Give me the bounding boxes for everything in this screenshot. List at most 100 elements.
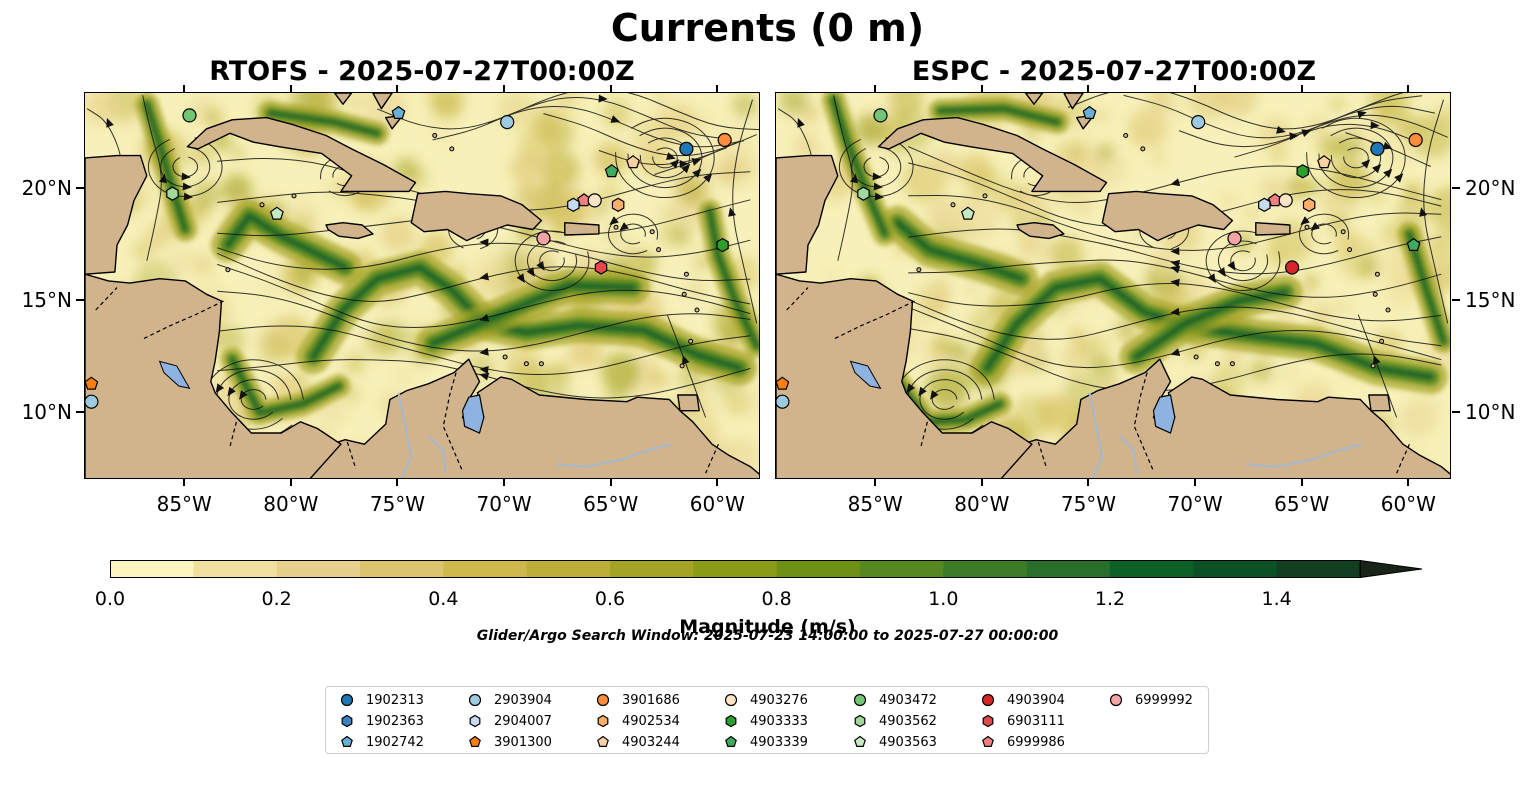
legend-label: 1902313: [366, 692, 424, 708]
hexagon-marker-icon: [854, 714, 866, 728]
espc-lon-tick: [1407, 479, 1410, 486]
espc-lat-tick-label: 10°N: [1465, 399, 1516, 424]
legend-marker-4903472: [853, 693, 867, 707]
float-marker-4903333: [1296, 164, 1310, 179]
espc-lon-tick: [874, 479, 877, 486]
rtofs-lat-tick-label: 20°N: [21, 176, 72, 201]
legend-label: 4903333: [750, 713, 808, 729]
rtofs-lat-tick-label: 15°N: [21, 288, 72, 313]
legend-label: 4902534: [622, 713, 680, 729]
float-marker-4903339: [1406, 237, 1421, 251]
espc-lon-tick: [1194, 479, 1197, 486]
rtofs-lon-tick: [289, 479, 292, 486]
legend-marker-6903111: [982, 714, 994, 728]
legend-label: 4903563: [879, 734, 937, 750]
float-marker-2903904: [1191, 115, 1206, 130]
espc-panel-title: ESPC - 2025-07-27T00:00Z: [911, 56, 1317, 87]
espc-lat-tick-label: 20°N: [1465, 176, 1516, 201]
colorbar-extend-arrow: [1359, 559, 1423, 579]
colorbar-tick-label: 0.2: [261, 588, 292, 610]
float-marker-2903904: [85, 394, 99, 409]
float-marker-2904007: [1258, 197, 1271, 212]
colorbar-bin: [1276, 560, 1361, 578]
search-window-text: Glider/Argo Search Window: 2025-07-23 14…: [476, 628, 1059, 644]
rtofs-lon-tick: [396, 85, 399, 92]
rtofs-lon-tick-label: 75°W: [369, 492, 426, 516]
legend-marker-2904007: [469, 714, 481, 728]
float-marker-2904007: [567, 197, 580, 212]
legend-marker-6999986: [982, 735, 994, 747]
legend-marker-1902742: [341, 735, 353, 747]
float-marker-6903111: [594, 260, 608, 275]
espc-lat-tick-label: 15°N: [1465, 288, 1516, 313]
legend-label: 6999992: [1135, 692, 1193, 708]
float-marker-4903562: [166, 186, 179, 201]
legend-marker-4903333: [725, 714, 737, 728]
rtofs-lon-tick: [289, 85, 292, 92]
colorbar-bin: [443, 560, 528, 578]
colorbar-bin: [526, 560, 611, 578]
float-marker-4903472: [182, 108, 197, 123]
legend-item-4903244: 4903244: [596, 732, 680, 752]
legend-item-2904007: 2904007: [468, 711, 552, 731]
rtofs-map-canvas: [85, 93, 759, 478]
hexagon-marker-icon: [597, 714, 609, 728]
colorbar-tick-label: 0.0: [94, 588, 126, 610]
legend-label: 2903904: [494, 692, 552, 708]
float-marker-2903904: [776, 394, 790, 409]
legend-item-3901686: 3901686: [596, 690, 680, 710]
float-marker-4902534: [1302, 197, 1316, 212]
float-marker-4903563: [269, 206, 284, 220]
float-marker-1902742: [1082, 105, 1097, 119]
espc-lon-tick-label: 70°W: [1167, 492, 1223, 516]
legend-label: 4903244: [622, 734, 680, 750]
rtofs-lat-tick: [76, 187, 84, 190]
float-marker-4903339: [604, 164, 619, 178]
legend-marker-4903276: [724, 693, 738, 707]
colorbar-tick-label: 1.4: [1261, 588, 1292, 610]
colorbar-label: Magnitude (m/s): [679, 616, 856, 638]
legend-item-2903904: 2903904: [468, 690, 552, 710]
legend-marker-4903563: [854, 735, 866, 747]
legend-item-6999992: 6999992: [1109, 690, 1193, 710]
rtofs-map[interactable]: [84, 92, 760, 479]
rtofs-lon-tick: [396, 479, 399, 486]
espc-lon-tick-label: 85°W: [847, 492, 903, 516]
espc-lon-tick-label: 75°W: [1060, 492, 1117, 516]
float-marker-3901686: [717, 132, 732, 148]
pentagon-marker-icon: [597, 735, 609, 747]
espc-map[interactable]: [775, 92, 1451, 479]
float-marker-4903562: [857, 186, 870, 201]
figure-title: Currents (0 m): [610, 6, 925, 50]
colorbar-bin: [1110, 560, 1194, 578]
legend-marker-4903339: [725, 735, 737, 747]
espc-lon-tick: [874, 85, 877, 92]
legend-label: 1902742: [366, 734, 424, 750]
legend-item-4902534: 4902534: [596, 711, 680, 731]
circle-marker-icon: [853, 693, 867, 707]
espc-lat-tick: [1452, 410, 1460, 413]
circle-marker-icon: [468, 693, 482, 707]
espc-lon-tick: [1194, 85, 1197, 92]
legend-marker-2903904: [468, 693, 482, 707]
legend-item-1902742: 1902742: [340, 732, 424, 752]
legend-label: 2904007: [494, 713, 552, 729]
rtofs-lat-tick: [76, 299, 84, 302]
espc-lon-tick-label: 80°W: [954, 492, 1010, 516]
colorbar-bin: [110, 560, 194, 578]
hexagon-marker-icon: [469, 714, 481, 728]
legend-item-4903333: 4903333: [724, 711, 808, 731]
legend-item-4903904: 4903904: [981, 690, 1065, 710]
rtofs-lon-tick-label: 80°W: [263, 492, 319, 516]
legend-item-6903111: 6903111: [981, 711, 1065, 731]
rtofs-lon-tick-label: 85°W: [156, 492, 212, 516]
legend-label: 1902363: [366, 713, 424, 729]
rtofs-lat-tick: [76, 410, 84, 413]
rtofs-lon-tick: [503, 85, 506, 92]
legend-marker-4903562: [854, 714, 866, 728]
float-marker-4903276: [587, 193, 602, 208]
float-marker-4902534: [611, 197, 625, 212]
circle-marker-icon: [981, 693, 995, 707]
legend-item-6999986: 6999986: [981, 732, 1065, 752]
float-marker-4903244: [626, 155, 640, 169]
